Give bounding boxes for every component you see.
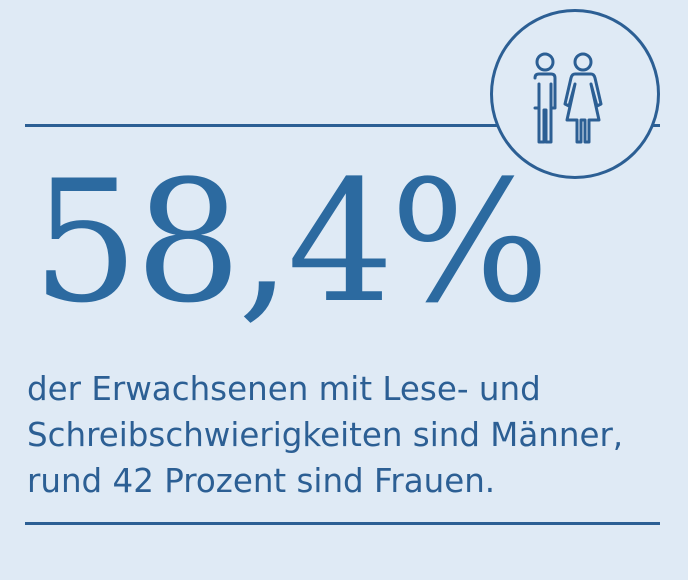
man-woman-icon — [490, 9, 660, 179]
caption-line-3: rund 42 Prozent sind Frauen. — [27, 462, 496, 500]
caption-line-2: Schreibschwierigkeiten sind Männer, — [27, 416, 624, 454]
bottom-divider — [25, 522, 660, 525]
statistic-caption: der Erwachsenen mit Lese- und Schreibsch… — [27, 366, 667, 504]
top-divider — [25, 124, 660, 127]
statistic-value: 58,4% — [32, 144, 550, 340]
caption-line-1: der Erwachsenen mit Lese- und — [27, 370, 541, 408]
